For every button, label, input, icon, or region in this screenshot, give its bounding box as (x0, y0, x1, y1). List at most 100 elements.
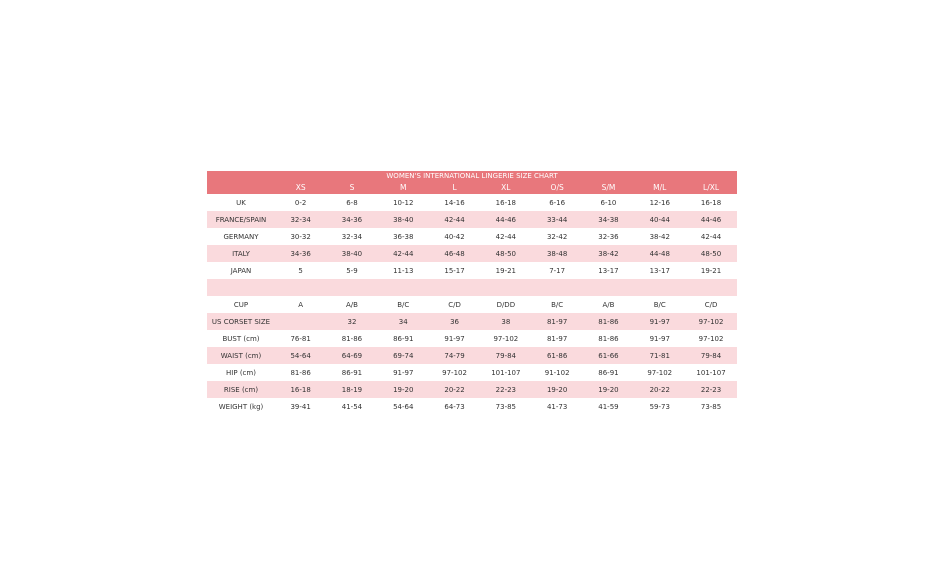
table-cell: 30-32 (290, 232, 311, 241)
table-cell: 44-48 (649, 249, 670, 258)
table-cell: 41-59 (598, 402, 619, 411)
table-cell: 6-8 (346, 198, 358, 207)
table-cell: 32 (347, 317, 357, 326)
table-cell: 32-42 (546, 232, 568, 241)
table-cell: 22-23 (700, 385, 722, 394)
table-cell: 91-102 (544, 368, 570, 377)
table-cell: 38-42 (598, 249, 619, 258)
table-cell: B/C (397, 300, 410, 309)
row-label: JAPAN (230, 266, 252, 275)
row-label: RISE (cm) (223, 385, 259, 394)
table-cell: 79-84 (495, 351, 516, 360)
table-cell: 39-41 (290, 402, 311, 411)
table-cell: 13-17 (649, 266, 670, 275)
table-cell: 36 (450, 317, 459, 326)
table-cell: 46-48 (444, 249, 465, 258)
table-cell: 19-20 (393, 385, 414, 394)
table-cell: 91-97 (649, 317, 670, 326)
table-row: ITALY 34-36 38-40 42-44 46-48 48-50 38-48 38-42… (207, 245, 737, 262)
table-cell: 41-73 (546, 402, 568, 411)
table-cell: 16-18 (700, 198, 722, 207)
table-cell: 81-86 (290, 368, 311, 377)
table-cell: 64-73 (444, 402, 465, 411)
table-cell: 18-19 (341, 385, 363, 394)
column-header: L (452, 183, 457, 192)
table-cell: 6-10 (600, 198, 617, 207)
table-cell: 5 (298, 266, 303, 275)
table-cell: 101-107 (491, 368, 521, 377)
table-cell: 69-74 (393, 351, 414, 360)
table-cell: 11-13 (393, 266, 414, 275)
table-cell: 40-44 (649, 215, 670, 224)
table-cell: 76-81 (290, 334, 311, 343)
table-cell: 15-17 (444, 266, 465, 275)
table-cell: 91-97 (649, 334, 670, 343)
table-cell: 7-17 (549, 266, 566, 275)
row-label: BUST (cm) (222, 334, 260, 343)
table-row: WAIST (cm) 54-64 64-69 69-74 74-79 79-84 61-86… (207, 347, 737, 364)
table-cell: 44-46 (495, 215, 516, 224)
table-row (207, 279, 737, 296)
table-cell: 61-66 (598, 351, 619, 360)
table-cell: 59-73 (649, 402, 670, 411)
row-label: WEIGHT (kg) (218, 402, 264, 411)
table-cell: 36-38 (393, 232, 414, 241)
column-header: S/M (601, 183, 616, 192)
table-cell: 40-42 (444, 232, 465, 241)
table-cell: 54-64 (393, 402, 414, 411)
row-label: ITALY (232, 249, 250, 258)
column-header: L/XL (703, 183, 720, 192)
table-cell: C/D (448, 300, 461, 309)
table-title: WOMEN'S INTERNATIONAL LINGERIE SIZE CHAR… (207, 171, 737, 181)
row-label: FRANCE/SPAIN (215, 215, 267, 224)
column-header: O/S (550, 183, 564, 192)
table-cell: 97-102 (698, 334, 724, 343)
table-cell: 44-46 (700, 215, 722, 224)
table-cell: A (298, 300, 304, 309)
table-cell: 34-38 (598, 215, 619, 224)
table-cell: 19-20 (546, 385, 568, 394)
header-row: XS S M L XL O/S S/M M/L L/XL (207, 181, 737, 194)
table-cell: 41-54 (341, 402, 363, 411)
table-row: FRANCE/SPAIN 32-34 34-36 38-40 42-44 44-46 33-… (207, 211, 737, 228)
table-cell: 79-84 (700, 351, 722, 360)
table-cell: 6-16 (549, 198, 566, 207)
table-cell: 5-9 (346, 266, 358, 275)
column-header: S (349, 183, 355, 192)
column-header: XS (295, 183, 306, 192)
table-row: JAPAN 5 5-9 11-13 15-17 19-21 7-17 13-17 13-17 19… (207, 262, 737, 279)
table-cell: 86-91 (598, 368, 619, 377)
table-cell: 64-69 (341, 351, 363, 360)
table-cell: 73-85 (495, 402, 516, 411)
table-cell: 14-16 (444, 198, 465, 207)
table-cell: 22-23 (495, 385, 516, 394)
table-cell: 38 (501, 317, 511, 326)
column-header: M/L (653, 183, 667, 192)
table-row: BUST (cm) 76-81 81-86 86-91 91-97 97-102 81-97… (207, 330, 737, 347)
table-cell: 97-102 (698, 317, 724, 326)
table-cell: 32-36 (598, 232, 619, 241)
table-cell: 86-91 (341, 368, 363, 377)
table-cell: 81-86 (341, 334, 363, 343)
table-cell: 38-40 (393, 215, 414, 224)
table-cell: 91-97 (393, 368, 414, 377)
table-row: RISE (cm) 16-18 18-19 19-20 20-22 22-23 19-20 1… (207, 381, 737, 398)
table-row: HIP (cm) 81-86 86-91 91-97 97-102 101-107 91-1… (207, 364, 737, 381)
table-cell: 97-102 (493, 334, 519, 343)
table-cell: 74-79 (444, 351, 465, 360)
table-cell: A/B (345, 300, 358, 309)
row-label: US CORSET SIZE (211, 317, 271, 326)
size-table: WOMEN'S INTERNATIONAL LINGERIE SIZE CHAR… (207, 171, 737, 415)
table-cell: 16-18 (495, 198, 516, 207)
table-cell: D/DD (496, 300, 516, 309)
table-cell: 34-36 (341, 215, 363, 224)
table-cell: 97-102 (442, 368, 467, 377)
table-cell: B/C (653, 300, 666, 309)
table-cell: 81-86 (598, 317, 619, 326)
table-cell: 34-36 (290, 249, 311, 258)
table-cell: 42-44 (495, 232, 516, 241)
column-header: XL (501, 183, 511, 192)
table-row: US CORSET SIZE 32 34 36 38 81-97 81-86 91-97 97-… (207, 313, 737, 330)
table-cell: 32-34 (290, 215, 311, 224)
